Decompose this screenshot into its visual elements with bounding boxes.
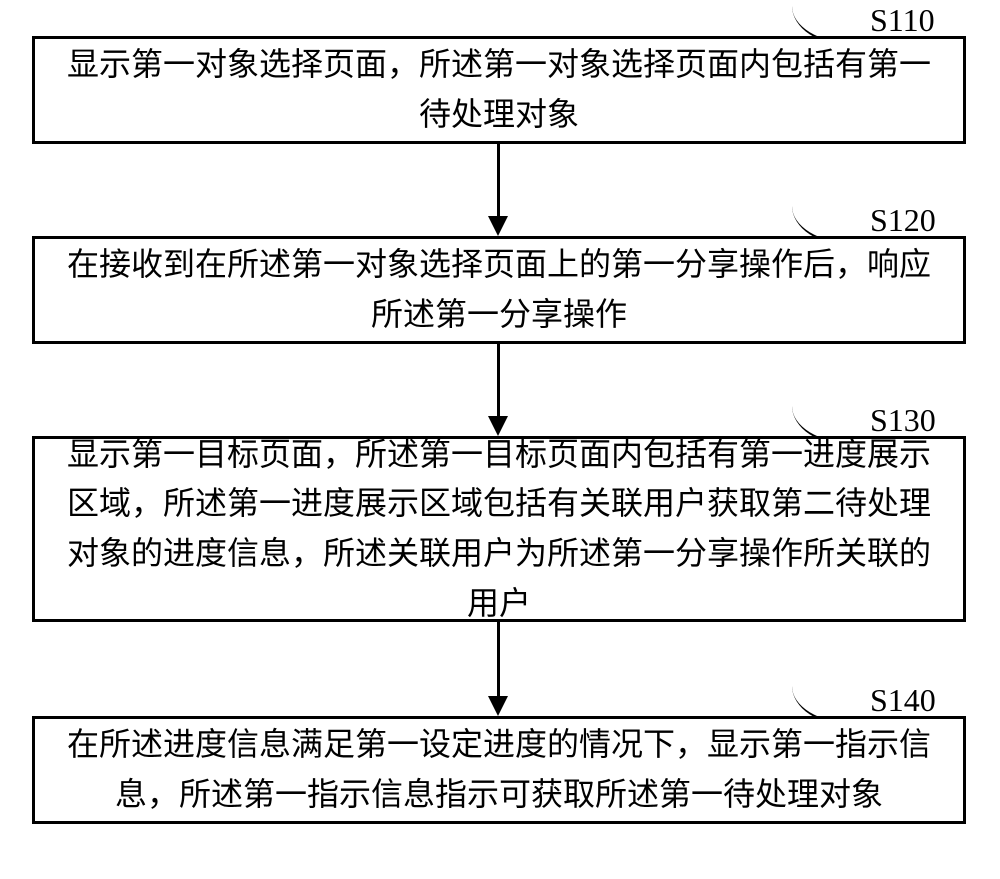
flow-node-text: 在所述进度信息满足第一设定进度的情况下，显示第一指示信息，所述第一指示信息指示可… xyxy=(53,720,945,819)
flow-node-s120: 在接收到在所述第一对象选择页面上的第一分享操作后，响应所述第一分享操作 xyxy=(32,236,966,344)
edge-s120-s130 xyxy=(497,344,500,418)
flow-node-text: 在接收到在所述第一对象选择页面上的第一分享操作后，响应所述第一分享操作 xyxy=(53,240,945,339)
flowchart-canvas: S110 显示第一对象选择页面，所述第一对象选择页面内包括有第一待处理对象 S1… xyxy=(0,0,1000,879)
arrowhead-icon xyxy=(488,696,508,716)
flow-node-s110: 显示第一对象选择页面，所述第一对象选择页面内包括有第一待处理对象 xyxy=(32,36,966,144)
flow-node-s130: 显示第一目标页面，所述第一目标页面内包括有第一进度展示区域，所述第一进度展示区域… xyxy=(32,436,966,622)
flow-node-text: 显示第一目标页面，所述第一目标页面内包括有第一进度展示区域，所述第一进度展示区域… xyxy=(53,430,945,628)
flow-node-text: 显示第一对象选择页面，所述第一对象选择页面内包括有第一待处理对象 xyxy=(53,40,945,139)
step-label-s120: S120 xyxy=(870,202,936,239)
edge-s130-s140 xyxy=(497,622,500,698)
step-label-s110: S110 xyxy=(870,2,935,39)
flow-node-s140: 在所述进度信息满足第一设定进度的情况下，显示第一指示信息，所述第一指示信息指示可… xyxy=(32,716,966,824)
edge-s110-s120 xyxy=(497,144,500,218)
step-label-s140: S140 xyxy=(870,682,936,719)
arrowhead-icon xyxy=(488,216,508,236)
